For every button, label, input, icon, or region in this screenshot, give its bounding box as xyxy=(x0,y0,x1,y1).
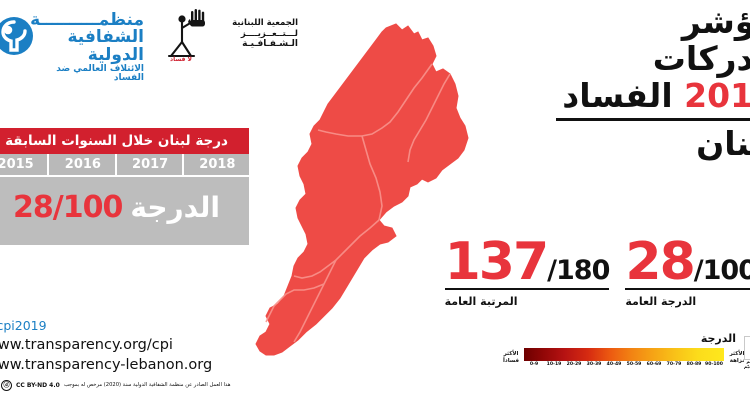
title-subject: الفساد xyxy=(562,75,673,115)
legend-left-label-line-1: الأكثر xyxy=(503,351,519,358)
legend-title: الدرجة xyxy=(700,332,736,345)
score-stat: 28 /100 الدرجة العامة xyxy=(619,232,750,309)
score-value: 28/100 xyxy=(13,189,123,225)
legend-tick-2: 20-29 xyxy=(566,362,582,367)
ti-line-2: الشفافية الدولية xyxy=(67,27,144,65)
color-scale-legend: الدرجة الأكثر فساداً 0-9 10-19 20-29 30-… xyxy=(498,332,750,370)
rank-stat-value: 137 xyxy=(444,232,550,292)
link-transparency-cpi[interactable]: www.transparency.org/cpi xyxy=(0,336,173,353)
legend-gradient-bar xyxy=(524,348,724,361)
governorate-borders xyxy=(265,63,451,343)
lebanon-outline xyxy=(255,23,469,356)
legend-tick-7: 70-79 xyxy=(666,362,682,367)
year-cell-2018: 2018 xyxy=(185,154,249,175)
lta-base-text: لا فساد xyxy=(170,56,192,63)
legend-not-assessed-line-2: تقيّم xyxy=(743,365,750,371)
title-line-2: مدركات xyxy=(652,38,750,78)
years-table-footer xyxy=(0,237,249,245)
copyright-arabic-text: هذا العمل الصادر عن منظمة الشفافية الدول… xyxy=(63,382,231,389)
headline-stats: 28 /100 الدرجة العامة 137 /180 المرتبة ا… xyxy=(444,232,750,309)
legend-not-assessed-label: لم تقيّم xyxy=(738,360,750,371)
score-stat-numbers: 28 /100 xyxy=(625,232,750,292)
previous-years-table: درجة لبنان خلال السنوات السابقة 2018 201… xyxy=(0,128,249,245)
legend-not-assessed-line-1: لم xyxy=(746,360,750,365)
transparency-international-logo: منظمــــــــــة الشفافية الدولية الائتلا… xyxy=(0,10,144,83)
legend-not-assessed-swatch xyxy=(744,336,750,360)
link-transparency-lebanon[interactable]: www.transparency-lebanon.org xyxy=(0,356,213,373)
stick-figure-hand-icon xyxy=(158,6,216,64)
title-line-1: مؤشر xyxy=(681,2,750,41)
lta-line-2: لـــتــعــزيــــز xyxy=(240,28,298,39)
lta-line-1: الجمعية اللبنانية xyxy=(232,18,298,28)
year-cell-2016: 2016 xyxy=(51,154,117,175)
footer-links: #cpi2019 www.transparency.org/cpi www.tr… xyxy=(0,318,236,391)
legend-left-label: الأكثر فساداً xyxy=(498,351,524,364)
page-title: مؤشر مدركات 2019 الفساد لبنان xyxy=(556,2,750,163)
score-row: الدرجة 28/100 xyxy=(0,177,249,237)
legend-body: الأكثر فساداً 0-9 10-19 20-29 30-39 40-4… xyxy=(498,348,750,367)
score-stat-value: 28 xyxy=(625,232,695,292)
legend-tick-9: 90-100 xyxy=(705,362,723,367)
score-stat-caption: الدرجة العامة xyxy=(625,295,697,309)
lebanese-transparency-association-logo: الجمعية اللبنانية لـــتــعــزيــــز الـش… xyxy=(158,4,298,68)
hashtag-text: #cpi2019 xyxy=(0,318,47,333)
no-derivatives-icon: ⓓ xyxy=(1,379,12,391)
year-cell-2015: 2015 xyxy=(0,154,50,175)
lta-wordmark: الجمعية اللبنانية لـــتــعــزيــــز الـش… xyxy=(214,18,298,51)
ti-wordmark: منظمــــــــــة الشفافية الدولية الائتلا… xyxy=(30,10,144,84)
years-table-row: 2018 2017 2016 2015 xyxy=(0,154,249,175)
year-cell-2017: 2017 xyxy=(118,154,184,175)
legend-scale: 0-9 10-19 20-29 30-39 40-49 50-59 60-69 … xyxy=(524,348,724,367)
legend-tick-4: 40-49 xyxy=(606,362,622,367)
title-line-3: 2019 الفساد xyxy=(556,75,750,115)
legend-tick-8: 80-89 xyxy=(686,362,702,367)
legend-tick-1: 10-19 xyxy=(546,362,562,367)
legend-tick-6: 60-69 xyxy=(646,362,662,367)
score-label: الدرجة xyxy=(130,190,220,224)
ti-line-3: الائتلاف العالمي ضد الفساد xyxy=(56,63,144,84)
title-year: 2019 xyxy=(684,75,750,115)
license-text: CC BY-ND 4.0 xyxy=(16,381,60,389)
score-stat-denominator: /100 xyxy=(693,255,750,286)
rank-stat-numbers: 137 /180 xyxy=(444,232,610,292)
copyright-row: ⓒ ⓓ CC BY-ND 4.0 هذا العمل الصادر عن منظ… xyxy=(0,379,236,391)
title-country: لبنان xyxy=(696,123,750,163)
ti-line-1: منظمــــــــــة xyxy=(30,10,144,30)
rank-stat-denominator: /180 xyxy=(547,255,610,286)
legend-tick-3: 30-39 xyxy=(586,362,602,367)
rank-stat-caption: المرتبة العامة xyxy=(444,295,518,309)
lta-line-3: الـشـفـافـيـة xyxy=(242,39,298,50)
logo-bar: منظمــــــــــة الشفافية الدولية الائتلا… xyxy=(0,4,300,83)
rank-stat: 137 /180 المرتبة العامة xyxy=(439,232,616,309)
legend-right-label-line-1: الأكثر xyxy=(729,351,745,358)
legend-right-label: الأكثر نزاهة xyxy=(724,351,750,364)
lebanon-map xyxy=(236,22,496,382)
legend-tick-0: 0-9 xyxy=(529,362,539,367)
legend-left-label-line-2: فساداً xyxy=(503,357,519,364)
ti-emblem-icon xyxy=(0,16,34,56)
years-table-header: درجة لبنان خلال السنوات السابقة xyxy=(0,128,249,154)
legend-right-label-line-2: نزاهة xyxy=(729,357,745,364)
title-divider xyxy=(556,117,750,121)
legend-tick-5: 50-59 xyxy=(626,362,642,367)
legend-tick-labels: 0-9 10-19 20-29 30-39 40-49 50-59 60-69 … xyxy=(524,362,724,367)
